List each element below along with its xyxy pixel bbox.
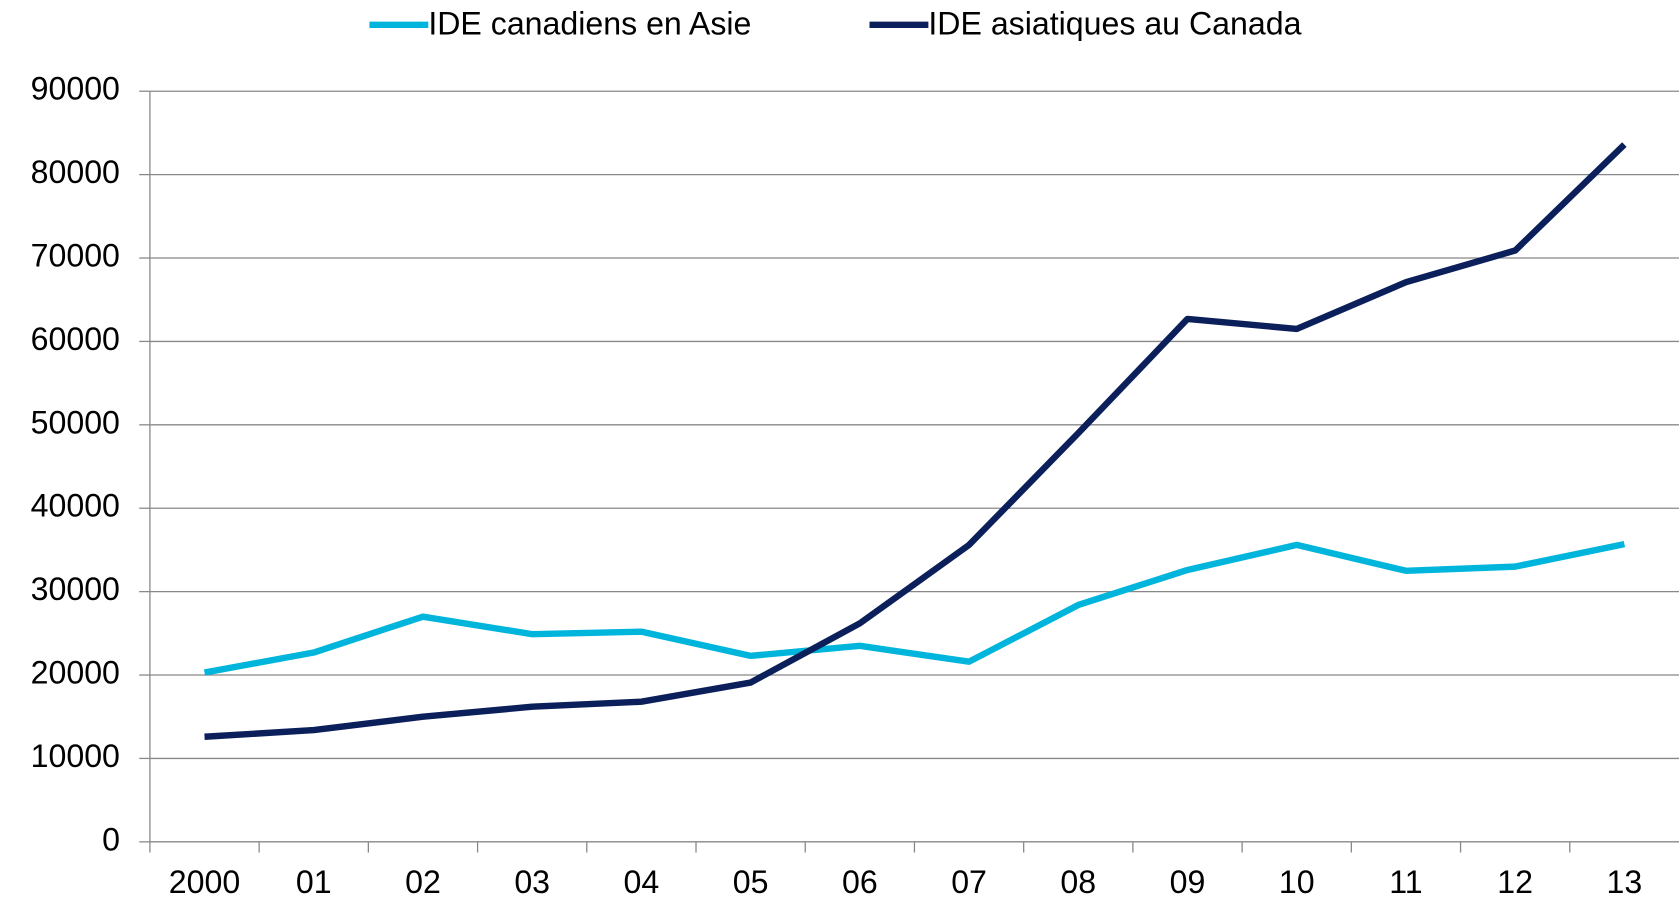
y-tick-label: 70000	[31, 238, 120, 274]
y-tick-label: 80000	[31, 154, 120, 190]
y-tick-label: 10000	[31, 738, 120, 774]
y-tick-label: 30000	[31, 571, 120, 607]
x-tick-label: 08	[1060, 864, 1096, 900]
x-tick-label: 03	[514, 864, 550, 900]
y-tick-label: 20000	[31, 655, 120, 691]
y-tick-label: 50000	[31, 404, 120, 440]
x-tick-label: 02	[405, 864, 441, 900]
x-tick-label: 09	[1170, 864, 1206, 900]
data-line	[203, 540, 1626, 676]
y-tick-label: 40000	[31, 488, 120, 524]
legend-label: IDE asiatiques au Canada	[928, 5, 1301, 41]
x-tick-label: 01	[296, 864, 332, 900]
x-tick-label: 06	[842, 864, 878, 900]
x-tick-label: 07	[951, 864, 987, 900]
x-tick-label: 12	[1497, 864, 1533, 900]
x-tick-label: 2000	[169, 864, 240, 900]
data-line	[204, 142, 1627, 740]
x-tick-label: 05	[733, 864, 769, 900]
x-tick-label: 10	[1279, 864, 1315, 900]
y-tick-label: 0	[102, 821, 120, 857]
x-tick-label: 11	[1389, 864, 1422, 900]
y-tick-label: 60000	[31, 321, 120, 357]
x-tick-label: 04	[624, 864, 660, 900]
y-tick-label: 90000	[31, 71, 120, 107]
legend-label: IDE canadiens en Asie	[428, 5, 751, 41]
x-tick-label: 13	[1607, 864, 1643, 900]
